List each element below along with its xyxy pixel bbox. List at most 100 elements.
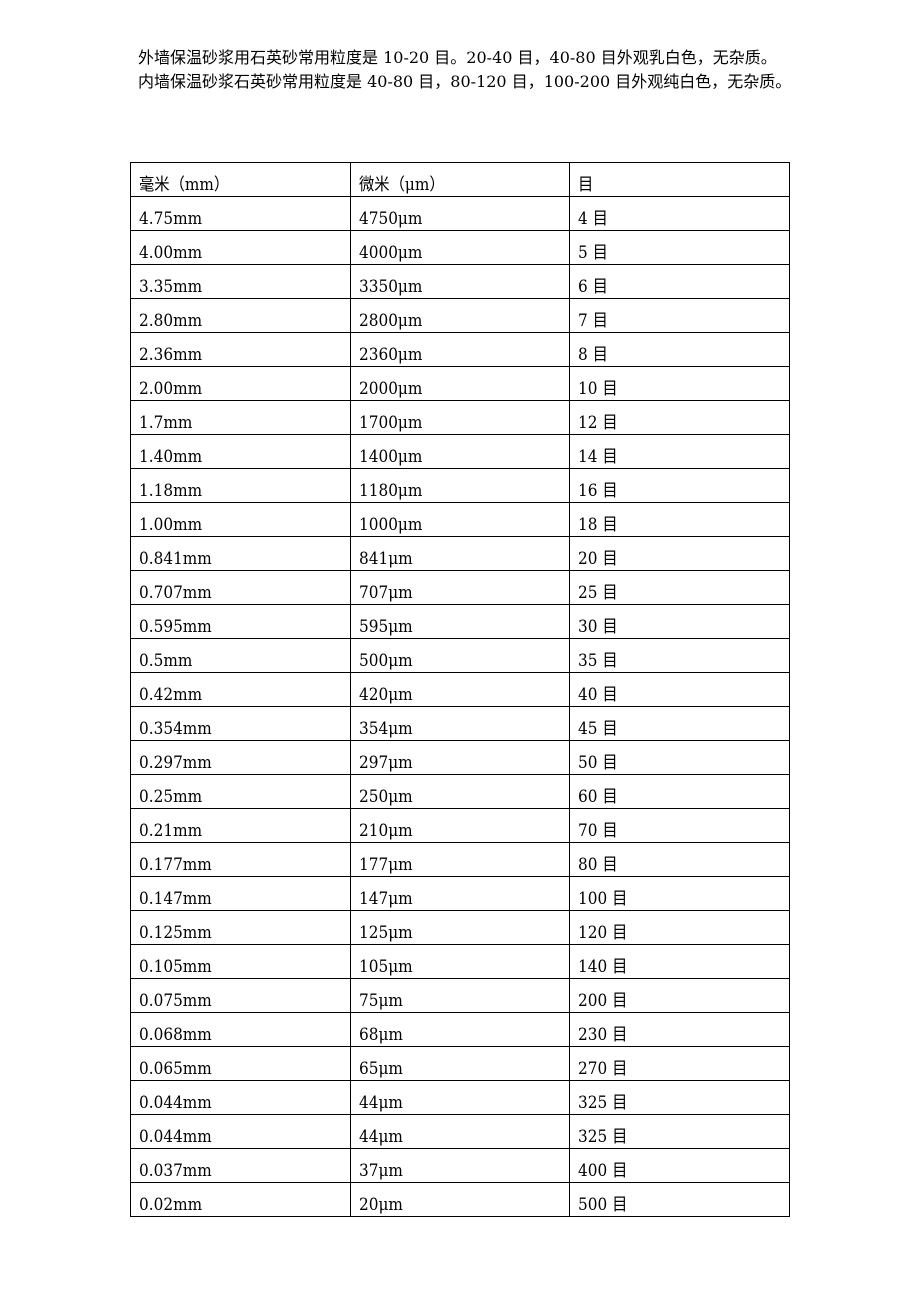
- header-text: 毫米（mm）: [139, 175, 230, 195]
- cell-mesh: 270 目: [569, 1046, 790, 1081]
- cell-um: 68μm: [349, 1012, 571, 1047]
- cell-text: 105μm: [358, 957, 413, 977]
- cell-um: 595μm: [349, 604, 571, 639]
- cell-mm: 2.00mm: [130, 366, 351, 401]
- cell-um: 105μm: [349, 944, 571, 979]
- cell-text: 14 目: [578, 447, 618, 467]
- cell-text: 0.354mm: [139, 719, 212, 739]
- cell-mesh: 20 目: [569, 536, 790, 571]
- cell-mm: 0.044mm: [130, 1114, 351, 1149]
- cell-um: 1180μm: [349, 468, 571, 503]
- cell-um: 177μm: [349, 842, 571, 877]
- cell-text: 1400μm: [358, 447, 423, 467]
- cell-mesh: 18 目: [569, 502, 790, 537]
- table-row: 0.147mm 147μm 100 目: [130, 876, 790, 911]
- table-row: 2.36mm 2360μm 8 目: [130, 332, 790, 367]
- cell-text: 44μm: [358, 1127, 403, 1147]
- cell-text: 354μm: [358, 719, 413, 739]
- table-row: 0.075mm 75μm 200 目: [130, 978, 790, 1013]
- cell-text: 0.065mm: [139, 1059, 212, 1079]
- cell-text: 2.80mm: [139, 311, 203, 331]
- cell-text: 3.35mm: [139, 277, 203, 297]
- cell-text: 325 目: [578, 1127, 628, 1147]
- table-row: 0.25mm 250μm 60 目: [130, 774, 790, 809]
- cell-text: 120 目: [578, 923, 628, 943]
- cell-um: 420μm: [349, 672, 571, 707]
- mesh-conversion-table: 毫米（mm） 微米（μm） 目 4.75mm 4750μm 4 目 4.00mm 400…: [130, 162, 790, 1217]
- cell-text: 75μm: [358, 991, 403, 1011]
- cell-text: 0.02mm: [139, 1195, 203, 1215]
- cell-text: 80 目: [578, 855, 618, 875]
- cell-um: 20μm: [349, 1182, 571, 1217]
- cell-mesh: 230 目: [569, 1012, 790, 1047]
- table-row: 1.00mm 1000μm 18 目: [130, 502, 790, 537]
- cell-um: 297μm: [349, 740, 571, 775]
- cell-mesh: 25 目: [569, 570, 790, 605]
- cell-text: 4.00mm: [139, 243, 203, 263]
- cell-um: 2800μm: [349, 298, 571, 333]
- cell-mesh: 8 目: [569, 332, 790, 367]
- cell-text: 200 目: [578, 991, 628, 1011]
- table-row: 0.354mm 354μm 45 目: [130, 706, 790, 741]
- cell-text: 8 目: [578, 345, 609, 365]
- cell-mm: 1.40mm: [130, 434, 351, 469]
- cell-text: 297μm: [358, 753, 413, 773]
- cell-text: 500μm: [358, 651, 413, 671]
- cell-text: 0.044mm: [139, 1093, 212, 1113]
- cell-text: 0.297mm: [139, 753, 212, 773]
- header-text: 微米（μm）: [358, 175, 445, 195]
- header-cell-mesh: 目: [569, 162, 790, 197]
- cell-text: 230 目: [578, 1025, 628, 1045]
- cell-mm: 2.80mm: [130, 298, 351, 333]
- table-row: 1.7mm 1700μm 12 目: [130, 400, 790, 435]
- cell-um: 125μm: [349, 910, 571, 945]
- cell-text: 2360μm: [358, 345, 423, 365]
- cell-text: 147μm: [358, 889, 413, 909]
- cell-text: 37μm: [358, 1161, 403, 1181]
- cell-text: 325 目: [578, 1093, 628, 1113]
- cell-text: 4 目: [578, 209, 609, 229]
- cell-text: 0.177mm: [139, 855, 212, 875]
- cell-mesh: 14 目: [569, 434, 790, 469]
- cell-mm: 0.044mm: [130, 1080, 351, 1115]
- cell-um: 4000μm: [349, 230, 571, 265]
- cell-text: 0.068mm: [139, 1025, 212, 1045]
- cell-text: 2.36mm: [139, 345, 203, 365]
- cell-mm: 0.075mm: [130, 978, 351, 1013]
- cell-mesh: 50 目: [569, 740, 790, 775]
- cell-mm: 3.35mm: [130, 264, 351, 299]
- cell-text: 25 目: [578, 583, 618, 603]
- cell-text: 125μm: [358, 923, 413, 943]
- cell-mm: 0.065mm: [130, 1046, 351, 1081]
- cell-mm: 0.354mm: [130, 706, 351, 741]
- cell-text: 0.125mm: [139, 923, 212, 943]
- table-row: 2.80mm 2800μm 7 目: [130, 298, 790, 333]
- cell-um: 75μm: [349, 978, 571, 1013]
- cell-text: 595μm: [358, 617, 413, 637]
- cell-text: 44μm: [358, 1093, 403, 1113]
- cell-text: 0.42mm: [139, 685, 203, 705]
- cell-text: 0.147mm: [139, 889, 212, 909]
- table-row: 0.044mm 44μm 325 目: [130, 1114, 790, 1149]
- cell-text: 0.707mm: [139, 583, 212, 603]
- cell-mesh: 60 目: [569, 774, 790, 809]
- table-row: 0.42mm 420μm 40 目: [130, 672, 790, 707]
- cell-text: 0.044mm: [139, 1127, 212, 1147]
- header-cell-mm: 毫米（mm）: [130, 162, 351, 197]
- cell-text: 1.7mm: [139, 413, 193, 433]
- cell-text: 2.00mm: [139, 379, 203, 399]
- table-row: 0.105mm 105μm 140 目: [130, 944, 790, 979]
- cell-text: 68μm: [358, 1025, 403, 1045]
- cell-text: 210μm: [358, 821, 413, 841]
- cell-text: 707μm: [358, 583, 413, 603]
- cell-text: 0.5mm: [139, 651, 193, 671]
- cell-mesh: 80 目: [569, 842, 790, 877]
- table-row: 0.707mm 707μm 25 目: [130, 570, 790, 605]
- cell-text: 0.21mm: [139, 821, 203, 841]
- cell-mesh: 7 目: [569, 298, 790, 333]
- cell-text: 20 目: [578, 549, 618, 569]
- header-cell-um: 微米（μm）: [349, 162, 571, 197]
- cell-mm: 4.00mm: [130, 230, 351, 265]
- cell-mm: 0.068mm: [130, 1012, 351, 1047]
- cell-mesh: 400 目: [569, 1148, 790, 1183]
